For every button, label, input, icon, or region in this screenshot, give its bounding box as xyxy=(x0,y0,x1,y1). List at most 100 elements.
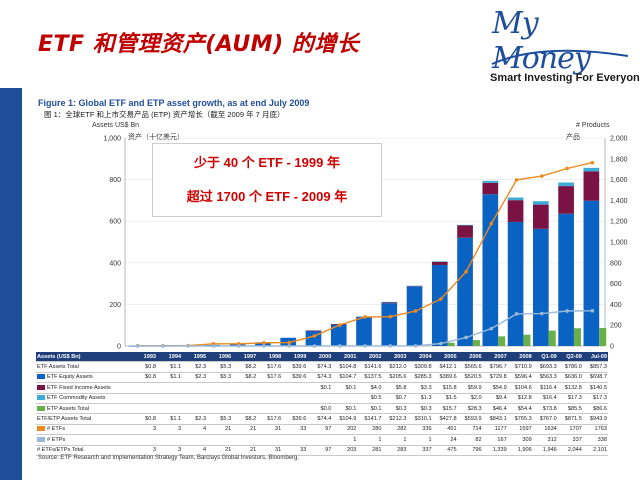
left-tick-label: 600 xyxy=(109,219,121,226)
table-cell: $563.3 xyxy=(532,372,558,384)
table-cell: $137.5 xyxy=(357,372,383,384)
right-tick-label: 1,400 xyxy=(610,198,628,205)
table-cell xyxy=(207,434,233,446)
table-cell: $767.0 xyxy=(532,413,558,425)
table-header-cell: 1999 xyxy=(282,352,308,363)
left-tick-label: 200 xyxy=(109,302,121,309)
table-row-label-text: # ETFs xyxy=(47,426,66,433)
table-cell: $141.7 xyxy=(357,413,383,425)
table-cell: 3 xyxy=(157,445,183,456)
table-cell: 337 xyxy=(557,434,583,446)
table-cell xyxy=(157,382,183,394)
table-header-cell: 1998 xyxy=(257,352,283,363)
table-cell: 31 xyxy=(257,424,283,436)
table-row-label: # ETPs xyxy=(36,434,132,446)
figure-subtitle: 图 1：全球ETF 和上市交易产品 (ETP) 资产增长（截至 2009 年 7… xyxy=(44,110,285,119)
table-cell xyxy=(257,393,283,404)
table-row: ETP Assets Total $0.0 $0.1 $0.1 $0.3 $0.3 $15.… xyxy=(36,403,608,415)
table-header-cell: Assets (US$ Bn) xyxy=(36,352,132,363)
table-header-cell: 2003 xyxy=(382,352,408,363)
table-header-cell: 2008 xyxy=(507,352,533,363)
table-row-label-text: # ETFs/ETPs Total xyxy=(37,447,84,454)
bar-equity xyxy=(457,237,473,346)
table-cell xyxy=(282,382,308,394)
right-tick-label: 800 xyxy=(610,260,622,267)
right-tick-label: 0 xyxy=(610,344,614,351)
right-tick-label: 1,800 xyxy=(610,156,628,163)
table-row: ETF Assets Total $0.8 $1.1 $2.3 $5.3 $8.2 $17.… xyxy=(36,361,608,373)
line-etf-count-point xyxy=(413,309,418,313)
table-cell: $74.3 xyxy=(307,361,333,373)
callout-box: 少于 40 个 ETF - 1999 年 超过 1700 个 ETF - 200… xyxy=(152,143,382,217)
bar-etp xyxy=(472,340,480,346)
table-cell xyxy=(332,393,358,404)
table-cell: $0.0 xyxy=(307,403,333,415)
bar-fixed-income xyxy=(431,261,448,265)
bar-commodity xyxy=(431,261,448,262)
table-header-cell: 2006 xyxy=(457,352,483,363)
table-cell: 281 xyxy=(357,445,383,456)
table-row-label: ETF Equity Assets xyxy=(36,372,132,384)
my-money-logo: My Money Smart Investing For Everyone. xyxy=(488,6,640,86)
table-cell: 1763 xyxy=(582,424,608,436)
table-row-label: # ETFs xyxy=(36,424,132,436)
table-row-label-text: ETF Fixed Income Assets xyxy=(47,384,111,391)
line-etf-count-point xyxy=(514,178,519,182)
logo-swoosh-icon xyxy=(491,49,629,65)
table-row: ETF Fixed Income Assets $0.1 $0.1 $4.0 $5.8 $… xyxy=(36,382,608,394)
table-cell: $104.9 xyxy=(332,413,358,425)
table-cell: $140.5 xyxy=(582,382,608,394)
table-cell: $1.1 xyxy=(157,361,183,373)
line-etf-count-point xyxy=(464,269,468,274)
table-cell: 1597 xyxy=(507,424,533,436)
table-cell: 337 xyxy=(407,445,433,456)
table-cell xyxy=(282,403,308,415)
table-cell: 1634 xyxy=(532,424,558,436)
right-tick-label: 1,200 xyxy=(610,219,628,226)
bar-equity xyxy=(330,324,347,346)
table-row: # ETFs 3 3 4 21 21 31 33 97 202 280 282 336 451 714 117… xyxy=(36,424,608,436)
bar-fixed-income xyxy=(406,285,423,287)
bar-commodity xyxy=(406,285,423,287)
table-cell: $86.6 xyxy=(582,403,608,415)
bar-equity xyxy=(583,200,600,346)
table-cell: 714 xyxy=(457,424,483,436)
left-tick-label: 800 xyxy=(109,177,121,184)
table-cell: $9.4 xyxy=(482,393,508,404)
line-etp-count-point xyxy=(135,344,140,348)
table-cell: $74.3 xyxy=(307,372,333,384)
table-cell xyxy=(207,382,233,394)
table-cell xyxy=(257,382,283,394)
table-cell xyxy=(182,382,208,394)
table-cell: 203 xyxy=(332,445,358,456)
table-cell: 33 xyxy=(282,424,308,436)
table-cell: $4.0 xyxy=(357,382,383,394)
line-etf-count-point xyxy=(565,166,569,171)
table-cell: $17.6 xyxy=(257,372,283,384)
line-etf-count-point xyxy=(540,174,544,178)
bar-etp xyxy=(599,327,607,346)
right-tick-label: 200 xyxy=(610,323,622,330)
table-cell: 2,044 xyxy=(557,445,583,456)
table-cell xyxy=(257,434,283,446)
table-cell: 1,906 xyxy=(507,445,533,456)
table-cell xyxy=(232,382,258,394)
table-cell: $0.1 xyxy=(357,403,383,415)
table-cell: $0.7 xyxy=(382,393,408,404)
table-cell: 1 xyxy=(357,434,383,446)
table-cell: 338 xyxy=(582,434,608,446)
table-cell xyxy=(132,393,158,404)
table-cell: 4 xyxy=(182,424,208,436)
table-cell: $729.8 xyxy=(482,372,508,384)
data-table: Assets (US$ Bn) 1993 1994 1995 1996 1997 1998 1… xyxy=(36,352,608,456)
table-cell: $0.1 xyxy=(332,382,358,394)
line-etp-count-point xyxy=(186,344,190,348)
table-cell: $73.8 xyxy=(532,403,558,415)
line-etp-count-point xyxy=(262,344,266,348)
table-cell xyxy=(232,393,258,404)
table-cell: $636.0 xyxy=(557,372,583,384)
table-cell: $1.1 xyxy=(157,413,183,425)
table-header-cell: 1997 xyxy=(232,352,258,363)
line-etp-count-point xyxy=(161,344,165,348)
table-header-cell: Jul-09 xyxy=(582,352,608,363)
